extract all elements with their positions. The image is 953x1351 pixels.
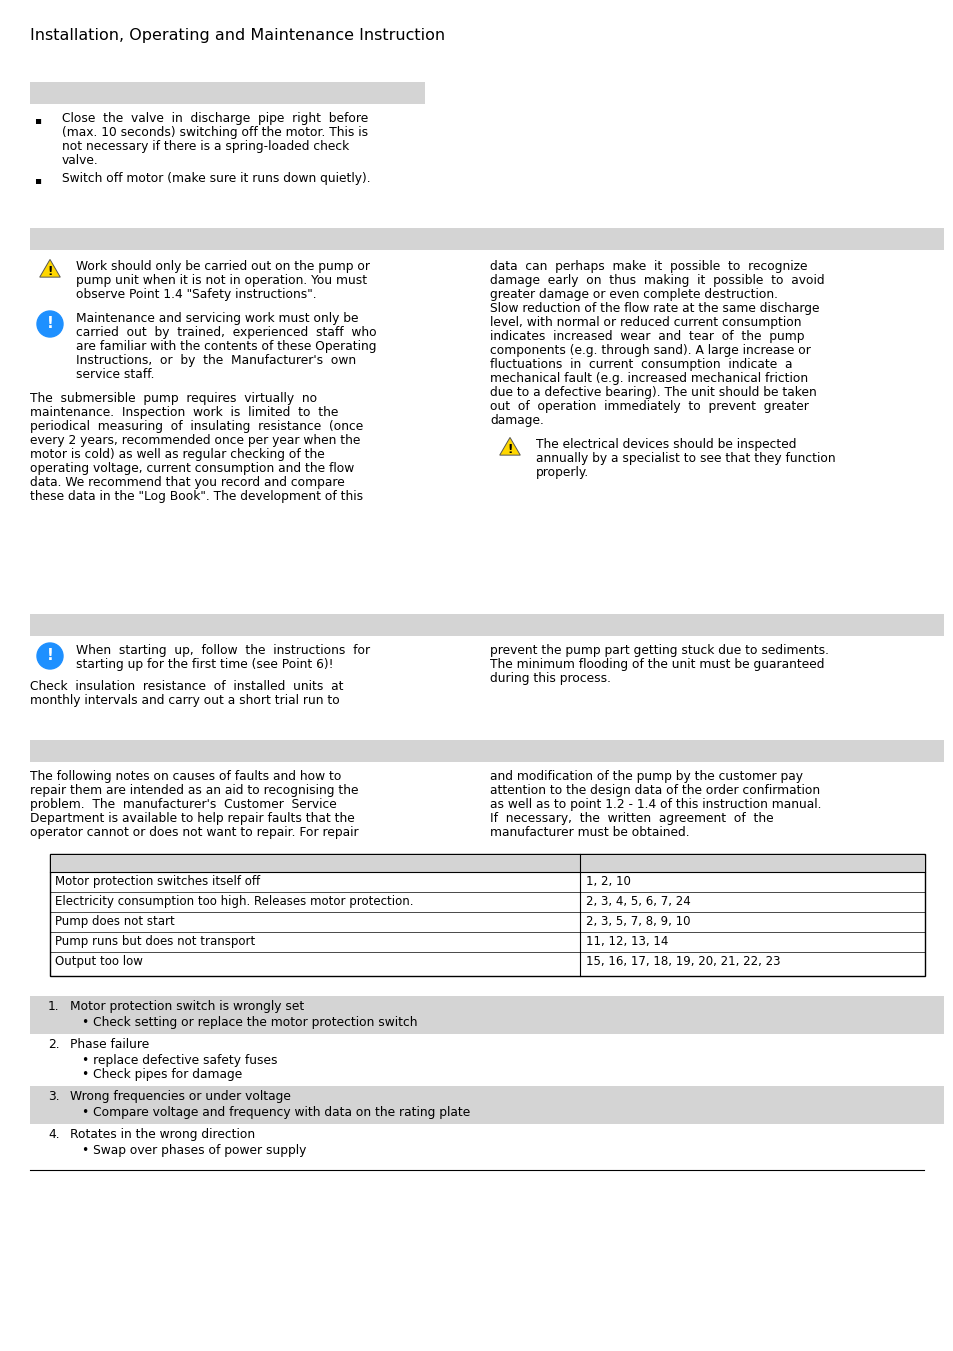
Text: 2, 3, 4, 5, 6, 7, 24: 2, 3, 4, 5, 6, 7, 24 <box>585 896 690 908</box>
Text: data  can  perhaps  make  it  possible  to  recognize: data can perhaps make it possible to rec… <box>490 259 806 273</box>
FancyBboxPatch shape <box>30 740 943 762</box>
Text: Installation, Operating and Maintenance Instruction: Installation, Operating and Maintenance … <box>30 28 445 43</box>
Text: greater damage or even complete destruction.: greater damage or even complete destruct… <box>490 288 778 301</box>
Text: Switch off motor (make sure it runs down quietly).: Switch off motor (make sure it runs down… <box>62 172 370 185</box>
Text: motor is cold) as well as regular checking of the: motor is cold) as well as regular checki… <box>30 449 324 461</box>
Polygon shape <box>499 438 519 455</box>
Text: properly.: properly. <box>536 466 589 480</box>
Text: during this process.: during this process. <box>490 671 610 685</box>
Text: periodical  measuring  of  insulating  resistance  (once: periodical measuring of insulating resis… <box>30 420 363 434</box>
Text: data. We recommend that you record and compare: data. We recommend that you record and c… <box>30 476 344 489</box>
Text: level, with normal or reduced current consumption: level, with normal or reduced current co… <box>490 316 801 330</box>
Text: these data in the "Log Book". The development of this: these data in the "Log Book". The develo… <box>30 490 363 503</box>
Text: Check  insulation  resistance  of  installed  units  at: Check insulation resistance of installed… <box>30 680 343 693</box>
Circle shape <box>37 311 63 336</box>
Text: Work should only be carried out on the pump or: Work should only be carried out on the p… <box>76 259 370 273</box>
Text: • Check setting or replace the motor protection switch: • Check setting or replace the motor pro… <box>82 1016 417 1029</box>
Text: 1.: 1. <box>48 1000 59 1013</box>
Text: 4.: 4. <box>48 1128 59 1142</box>
Text: prevent the pump part getting stuck due to sediments.: prevent the pump part getting stuck due … <box>490 644 828 657</box>
Text: problem.  The  manufacturer's  Customer  Service: problem. The manufacturer's Customer Ser… <box>30 798 336 811</box>
Text: service staff.: service staff. <box>76 367 154 381</box>
Text: pump unit when it is not in operation. You must: pump unit when it is not in operation. Y… <box>76 274 367 286</box>
Text: 2.: 2. <box>48 1038 59 1051</box>
Text: observe Point 1.4 "Safety instructions".: observe Point 1.4 "Safety instructions". <box>76 288 316 301</box>
Text: manufacturer must be obtained.: manufacturer must be obtained. <box>490 825 689 839</box>
Text: 11, 12, 13, 14: 11, 12, 13, 14 <box>585 935 668 948</box>
Text: Electricity consumption too high. Releases motor protection.: Electricity consumption too high. Releas… <box>55 896 413 908</box>
Text: When  starting  up,  follow  the  instructions  for: When starting up, follow the instruction… <box>76 644 370 657</box>
Text: (max. 10 seconds) switching off the motor. This is: (max. 10 seconds) switching off the moto… <box>62 126 368 139</box>
Text: maintenance.  Inspection  work  is  limited  to  the: maintenance. Inspection work is limited … <box>30 407 338 419</box>
Text: are familiar with the contents of these Operating: are familiar with the contents of these … <box>76 340 376 353</box>
Text: !: ! <box>47 316 53 331</box>
Text: • Swap over phases of power supply: • Swap over phases of power supply <box>82 1144 306 1156</box>
FancyBboxPatch shape <box>51 855 923 871</box>
Text: as well as to point 1.2 - 1.4 of this instruction manual.: as well as to point 1.2 - 1.4 of this in… <box>490 798 821 811</box>
Text: 2, 3, 5, 7, 8, 9, 10: 2, 3, 5, 7, 8, 9, 10 <box>585 916 690 928</box>
Text: The  submersible  pump  requires  virtually  no: The submersible pump requires virtually … <box>30 392 316 405</box>
Text: Rotates in the wrong direction: Rotates in the wrong direction <box>70 1128 254 1142</box>
Text: components (e.g. through sand). A large increase or: components (e.g. through sand). A large … <box>490 345 810 357</box>
Text: If  necessary,  the  written  agreement  of  the: If necessary, the written agreement of t… <box>490 812 773 825</box>
Text: Close  the  valve  in  discharge  pipe  right  before: Close the valve in discharge pipe right … <box>62 112 368 126</box>
Text: damage  early  on  thus  making  it  possible  to  avoid: damage early on thus making it possible … <box>490 274 823 286</box>
Text: !: ! <box>507 443 512 455</box>
Text: repair them are intended as an aid to recognising the: repair them are intended as an aid to re… <box>30 784 358 797</box>
Text: • Check pipes for damage: • Check pipes for damage <box>82 1069 242 1081</box>
FancyBboxPatch shape <box>30 1086 943 1124</box>
Text: and modification of the pump by the customer pay: and modification of the pump by the cust… <box>490 770 802 784</box>
FancyBboxPatch shape <box>50 854 924 975</box>
Text: Pump runs but does not transport: Pump runs but does not transport <box>55 935 255 948</box>
Text: • Compare voltage and frequency with data on the rating plate: • Compare voltage and frequency with dat… <box>82 1106 470 1119</box>
FancyBboxPatch shape <box>30 996 943 1034</box>
Text: !: ! <box>47 648 53 663</box>
Text: indicates  increased  wear  and  tear  of  the  pump: indicates increased wear and tear of the… <box>490 330 803 343</box>
Text: 3.: 3. <box>48 1090 59 1102</box>
Text: attention to the design data of the order confirmation: attention to the design data of the orde… <box>490 784 820 797</box>
Text: every 2 years, recommended once per year when the: every 2 years, recommended once per year… <box>30 434 360 447</box>
Text: Phase failure: Phase failure <box>70 1038 149 1051</box>
Text: out  of  operation  immediately  to  prevent  greater: out of operation immediately to prevent … <box>490 400 808 413</box>
Text: Slow reduction of the flow rate at the same discharge: Slow reduction of the flow rate at the s… <box>490 303 819 315</box>
Text: not necessary if there is a spring-loaded check: not necessary if there is a spring-loade… <box>62 141 349 153</box>
Text: operator cannot or does not want to repair. For repair: operator cannot or does not want to repa… <box>30 825 358 839</box>
Text: monthly intervals and carry out a short trial run to: monthly intervals and carry out a short … <box>30 694 339 707</box>
Text: Motor protection switches itself off: Motor protection switches itself off <box>55 875 260 889</box>
Text: 1, 2, 10: 1, 2, 10 <box>585 875 630 889</box>
Text: Wrong frequencies or under voltage: Wrong frequencies or under voltage <box>70 1090 291 1102</box>
Text: mechanical fault (e.g. increased mechanical friction: mechanical fault (e.g. increased mechani… <box>490 372 807 385</box>
Text: • replace defective safety fuses: • replace defective safety fuses <box>82 1054 277 1067</box>
FancyBboxPatch shape <box>30 1034 943 1086</box>
FancyBboxPatch shape <box>30 82 424 104</box>
Circle shape <box>37 643 63 669</box>
Text: ▪: ▪ <box>34 115 41 126</box>
FancyBboxPatch shape <box>30 228 943 250</box>
Text: The minimum flooding of the unit must be guaranteed: The minimum flooding of the unit must be… <box>490 658 823 671</box>
Text: Instructions,  or  by  the  Manufacturer's  own: Instructions, or by the Manufacturer's o… <box>76 354 355 367</box>
Text: The following notes on causes of faults and how to: The following notes on causes of faults … <box>30 770 341 784</box>
Text: !: ! <box>48 265 52 278</box>
Polygon shape <box>40 259 60 277</box>
Text: valve.: valve. <box>62 154 99 168</box>
Text: operating voltage, current consumption and the flow: operating voltage, current consumption a… <box>30 462 354 476</box>
Text: 15, 16, 17, 18, 19, 20, 21, 22, 23: 15, 16, 17, 18, 19, 20, 21, 22, 23 <box>585 955 780 969</box>
Text: due to a defective bearing). The unit should be taken: due to a defective bearing). The unit sh… <box>490 386 816 399</box>
Text: damage.: damage. <box>490 413 543 427</box>
Text: Maintenance and servicing work must only be: Maintenance and servicing work must only… <box>76 312 358 326</box>
Text: starting up for the first time (see Point 6)!: starting up for the first time (see Poin… <box>76 658 334 671</box>
Text: Output too low: Output too low <box>55 955 143 969</box>
Text: ▪: ▪ <box>34 176 41 185</box>
Text: The electrical devices should be inspected: The electrical devices should be inspect… <box>536 438 796 451</box>
FancyBboxPatch shape <box>30 613 943 636</box>
Text: Pump does not start: Pump does not start <box>55 916 174 928</box>
FancyBboxPatch shape <box>30 1124 943 1162</box>
Text: Department is available to help repair faults that the: Department is available to help repair f… <box>30 812 355 825</box>
Text: annually by a specialist to see that they function: annually by a specialist to see that the… <box>536 453 835 465</box>
Text: fluctuations  in  current  consumption  indicate  a: fluctuations in current consumption indi… <box>490 358 792 372</box>
Text: Motor protection switch is wrongly set: Motor protection switch is wrongly set <box>70 1000 304 1013</box>
Text: carried  out  by  trained,  experienced  staff  who: carried out by trained, experienced staf… <box>76 326 376 339</box>
